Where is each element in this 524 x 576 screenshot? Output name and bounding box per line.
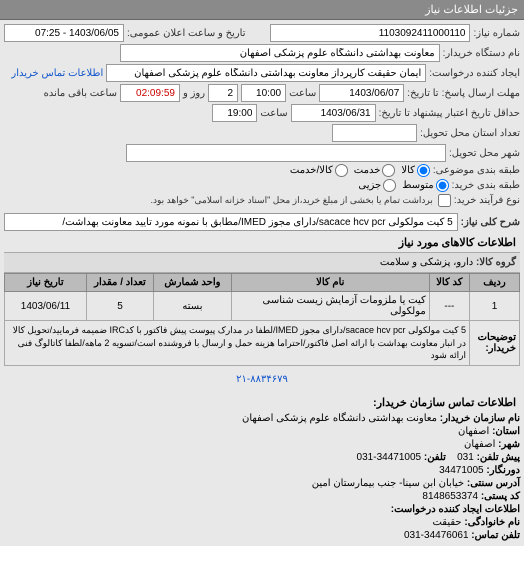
deadline-date-label: تا تاریخ: (407, 88, 438, 99)
contact-section: اطلاعات تماس سازمان خریدار: نام سازمان خ… (0, 389, 524, 546)
form-container: جزئیات اطلاعات نیاز شماره نیاز: تاریخ و … (0, 0, 524, 546)
ccity-label: شهر: (498, 439, 520, 450)
size-label: طبقه بندی خرید: (452, 180, 520, 191)
th-code: کد کالا (429, 274, 469, 292)
tel-label: تلفن: (424, 452, 446, 463)
deadline-time-label: ساعت (289, 88, 316, 99)
th-qty: تعداد / مقدار (86, 274, 153, 292)
validity-time-label: ساعت (260, 108, 287, 119)
buyer-input[interactable] (120, 44, 440, 62)
td-qty: 5 (86, 292, 153, 321)
pre-label: پیش تلفن: (477, 452, 520, 463)
days-left-input[interactable] (208, 84, 238, 102)
pre-value: 031 (457, 452, 474, 463)
pkg-radio-1[interactable] (417, 164, 430, 177)
city-label: شهر محل تحویل: (449, 148, 520, 159)
post-value: 8148653374 (422, 491, 478, 502)
deadline-resp-label: مهلت ارسال پاسخ: (442, 88, 520, 99)
validity-date-input[interactable] (291, 104, 376, 122)
tel-value: 34471005-031 (357, 452, 422, 463)
fam-label: نام خانوادگی: (464, 517, 520, 528)
th-name: نام کالا (231, 274, 429, 292)
table-row: 1 --- کیت یا ملزومات آزمایش زیست شناسی م… (5, 292, 520, 321)
deadline-date-input[interactable] (319, 84, 404, 102)
prov-value: اصفهان (458, 426, 489, 437)
desc-row: توضیحات خریدار: 5 کیت مولکولی sacace hcv… (5, 321, 520, 366)
org-value: معاونت بهداشتی دانشگاه علوم پزشکی اصفهان (242, 413, 437, 424)
size-radio-2[interactable] (383, 179, 396, 192)
ccity-value: اصفهان (464, 439, 495, 450)
td-row: 1 (470, 292, 520, 321)
addr-value: خیابان ابن سینا- جنب بیمارستان امین (312, 478, 464, 489)
fax-label: دورنگار: (486, 465, 520, 476)
fax-value: 34471005 (439, 465, 484, 476)
td-date: 1403/06/11 (5, 292, 87, 321)
ctel-label: تلفن تماس: (471, 530, 520, 541)
title-label: شرح کلی نیاز: (461, 217, 520, 228)
post-label: کد پستی: (481, 491, 520, 502)
fam-value: حقیقت (432, 517, 461, 528)
th-date: تاریخ نیاز (5, 274, 87, 292)
footer-link-1[interactable]: ۲۱-۸۸۳۴۶۷۹ (236, 374, 288, 385)
size-radio-group: متوسط جزیی (358, 179, 448, 192)
datetime-label: تاریخ و ساعت اعلان عمومی: (127, 28, 246, 39)
ctel-value: 34476061-031 (404, 530, 469, 541)
req-no-label: شماره نیاز: (473, 28, 520, 39)
pkg-radio-group: کالا خدمت کالا/خدمت (290, 164, 430, 177)
days-left-label: روز و (183, 88, 205, 99)
proc-label: نوع فرآیند خرید: (454, 195, 520, 206)
desc-text: 5 کیت مولکولی sacace hcv pcr/دارای مجوز … (5, 321, 470, 366)
validity-label: حداقل تاریخ اعتبار پیشنهاد تا تاریخ: (379, 108, 520, 119)
footer-links: ۲۱-۸۸۳۴۶۷۹ (0, 370, 524, 389)
creator-input[interactable] (106, 64, 426, 82)
timer-label: ساعت باقی مانده (44, 88, 117, 99)
th-row: ردیف (470, 274, 520, 292)
th-unit: واحد شمارش (154, 274, 232, 292)
pkg-radio-3[interactable] (335, 164, 348, 177)
contact-link[interactable]: اطلاعات تماس خریدار (11, 68, 103, 79)
creator-label: ایجاد کننده درخواست: (429, 68, 520, 79)
cat-label: گروه کالا: (476, 257, 516, 268)
buyer-label: نام دستگاه خریدار: (443, 48, 520, 59)
deadline-time-input[interactable] (241, 84, 286, 102)
req-no-input[interactable] (270, 24, 470, 42)
qty-label: تعداد استان محل تحویل: (420, 128, 520, 139)
timer-input (120, 84, 180, 102)
td-code: --- (429, 292, 469, 321)
org-label: نام سازمان خریدار: (440, 413, 520, 424)
form-body: شماره نیاز: تاریخ و ساعت اعلان عمومی: نا… (0, 20, 524, 370)
goods-section-title: اطلاعات کالاهای مورد نیاز (4, 233, 520, 253)
pkg-radio-2[interactable] (382, 164, 395, 177)
td-unit: بسته (154, 292, 232, 321)
desc-label: توضیحات خریدار: (470, 321, 520, 366)
crt-label: اطلاعات ایجاد کننده درخواست: (391, 504, 520, 515)
window-title: جزئیات اطلاعات نیاز (0, 0, 524, 20)
validity-time-input[interactable] (212, 104, 257, 122)
title-input[interactable] (4, 213, 458, 231)
prov-label: استان: (492, 426, 520, 437)
contact-title: اطلاعات تماس سازمان خریدار: (4, 393, 520, 412)
size-radio-1[interactable] (436, 179, 449, 192)
city-input[interactable] (126, 144, 446, 162)
goods-table: ردیف کد کالا نام کالا واحد شمارش تعداد /… (4, 273, 520, 366)
cat-value: دارو، پزشکی و سلامت (380, 257, 473, 268)
addr-label: آدرس سنتی: (467, 478, 520, 489)
proc-text: برداشت تمام یا بخشی از مبلغ خرید،از محل … (150, 195, 432, 206)
datetime-input[interactable] (4, 24, 124, 42)
proc-checkbox[interactable] (438, 194, 451, 207)
td-name: کیت یا ملزومات آزمایش زیست شناسی مولکولی (231, 292, 429, 321)
qty-input[interactable] (332, 124, 417, 142)
pkg-label: طبقه بندی موضوعی: (433, 165, 520, 176)
